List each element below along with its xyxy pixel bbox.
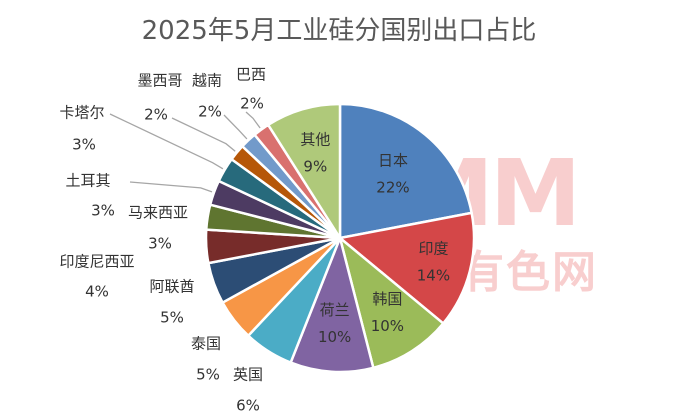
leader-line — [171, 117, 236, 152]
chart-title: 2025年5月工业硅分国别出口占比 — [141, 16, 537, 46]
slice-name-label: 越南 — [192, 72, 222, 90]
slice-name-label: 英国 — [233, 366, 263, 384]
slice-percent-label: 2% — [144, 106, 168, 124]
slice-name-label: 印度尼西亚 — [59, 253, 134, 271]
slice-percent-label: 3% — [72, 136, 96, 154]
leader-line — [223, 114, 248, 140]
slice-percent-label: 3% — [148, 235, 172, 253]
slice-percent-label: 14% — [417, 266, 450, 284]
slice-percent-label: 3% — [91, 202, 115, 220]
slice-percent-label: 4% — [85, 283, 109, 301]
slice-name-label: 土耳其 — [65, 172, 110, 190]
leader-line — [129, 181, 213, 193]
slice-name-label: 阿联酋 — [149, 278, 194, 296]
slice-name-label: 荷兰 — [320, 301, 350, 319]
slice-percent-label: 2% — [240, 95, 264, 113]
slice-percent-label: 5% — [196, 366, 220, 384]
slice-name-label: 卡塔尔 — [59, 104, 104, 122]
slice-name-label: 其他 — [300, 131, 330, 149]
slice-name-label: 泰国 — [191, 335, 221, 353]
slice-name-label: 马来西亚 — [128, 204, 188, 222]
slice-percent-label: 5% — [160, 309, 184, 327]
slice-percent-label: 2% — [198, 103, 222, 121]
slice-percent-label: 10% — [318, 328, 351, 346]
pie-slice — [266, 102, 342, 240]
pie-slice — [338, 211, 476, 325]
slice-percent-label: 22% — [376, 178, 409, 196]
slice-name-label: 巴西 — [236, 66, 266, 84]
slice-percent-label: 10% — [371, 317, 404, 335]
slice-percent-label: 9% — [303, 158, 327, 176]
slice-percent-label: 6% — [236, 397, 260, 415]
slice-name-label: 韩国 — [372, 290, 402, 308]
slice-name-label: 墨西哥 — [137, 72, 182, 90]
pie-slice — [338, 102, 473, 240]
slice-name-label: 日本 — [378, 151, 408, 169]
slice-name-label: 印度 — [418, 239, 448, 257]
pie-slice — [289, 236, 375, 374]
leader-line — [245, 111, 261, 129]
leader-line — [109, 113, 224, 170]
